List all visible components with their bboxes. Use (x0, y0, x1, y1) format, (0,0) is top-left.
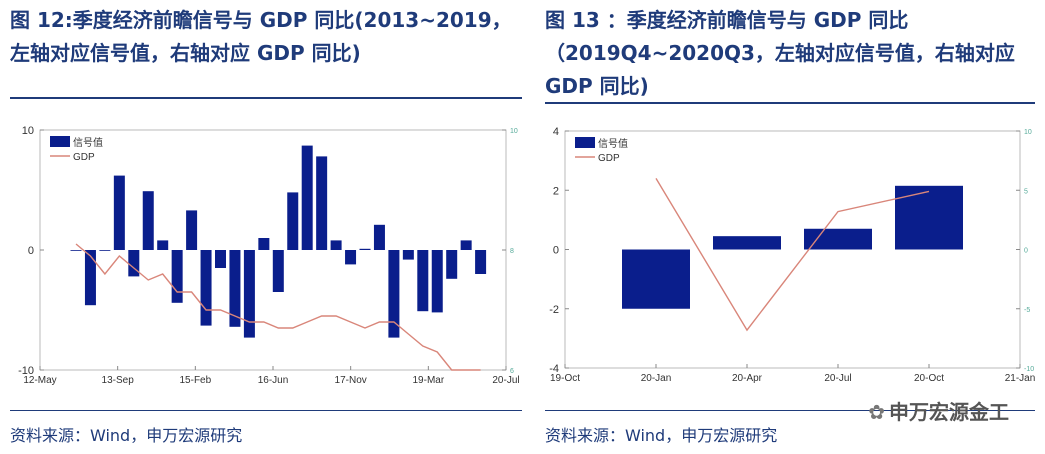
bar (113, 175, 125, 250)
bar (431, 250, 443, 313)
bar (142, 191, 154, 250)
bar (171, 250, 183, 303)
x-tick-label: 20-Oct (914, 373, 944, 384)
gdp-line (75, 243, 481, 371)
x-tick-label: 12-May (23, 375, 56, 386)
x-tick-label: 19-Mar (412, 375, 444, 386)
y-right-tick-label: 8 (510, 248, 514, 255)
bar (804, 228, 872, 250)
bar (417, 250, 429, 312)
y-left-tick-label: -10 (18, 365, 34, 377)
y-left-tick-label: 2 (553, 185, 559, 197)
y-left-tick-label: 0 (28, 245, 34, 257)
bar (316, 156, 328, 250)
bar (258, 238, 270, 250)
x-tick-label: 20-Apr (732, 373, 763, 384)
bar (70, 250, 82, 251)
y-right-tick-label: 10 (1024, 129, 1032, 136)
y-right-tick-label: -10 (1024, 366, 1034, 373)
watermark: ✿ 申万宏源金工 (868, 396, 1009, 425)
bar (157, 240, 169, 250)
bar (345, 250, 357, 265)
bar (200, 250, 212, 326)
left-source-rule (10, 410, 522, 411)
right-chart-title: 图 13 ：季度经济前瞻信号与 GDP 同比 （2019Q4~2020Q3，左轴… (545, 4, 1025, 103)
bar (373, 224, 385, 250)
y-left-tick-label: -4 (549, 363, 559, 375)
bar (460, 240, 472, 250)
bar (272, 250, 284, 292)
y-left-tick-label: 4 (553, 126, 559, 138)
y-right-tick-label: 0 (1024, 248, 1028, 255)
legend-label-gdp: GDP (73, 152, 95, 163)
legend-label-signal: 信号值 (598, 137, 628, 150)
left-chart-title: 图 12:季度经济前瞻信号与 GDP 同比(2013~2019， 左轴对应信号值… (10, 4, 520, 70)
x-tick-label: 20-Jan (641, 373, 672, 384)
left-chart: 10 0 -10 10 8 6 12-May 13-Sep 15-Feb 16-Jun 17-Nov… (18, 125, 520, 386)
left-title-line-1: 图 12:季度经济前瞻信号与 GDP 同比(2013~2019， (10, 8, 512, 32)
bar (895, 185, 963, 250)
bar (622, 249, 690, 309)
y-left-tick-label: -2 (549, 304, 559, 316)
bar (330, 240, 342, 250)
x-tick-label: 19-Oct (550, 373, 580, 384)
y-right-tick-label: 5 (1024, 188, 1028, 195)
y-right-tick-label: 6 (510, 368, 514, 375)
bar (301, 145, 313, 250)
right-title-line-2: （2019Q4~2020Q3，左轴对应信号值，右轴对应 (545, 41, 1015, 65)
watermark-text: 申万宏源金工 (889, 400, 1009, 424)
y-left-tick-label: 10 (22, 125, 34, 137)
bar (388, 250, 400, 338)
right-source-rule (545, 410, 1035, 411)
bar (359, 248, 371, 250)
right-chart: 4 2 0 -2 -4 10 5 0 -5 -10 19-Oct 20-Jan 20-Apr 20-Jul… (549, 126, 1035, 384)
bar (128, 250, 140, 277)
y-left-tick-label: 0 (553, 245, 559, 257)
bar (475, 250, 487, 274)
left-source-text: 资料来源：Wind，申万宏源研究 (10, 426, 243, 445)
x-tick-label: 13-Sep (102, 375, 135, 386)
bar (84, 250, 96, 306)
y-right-tick-label: -5 (1024, 307, 1030, 314)
legend-bar-swatch (50, 136, 70, 147)
right-title-line-1: 图 13 ：季度经济前瞻信号与 GDP 同比 (545, 8, 909, 32)
bar (446, 250, 458, 279)
x-tick-label: 20-Jul (824, 373, 851, 384)
wechat-icon: ✿ (868, 400, 885, 424)
legend-bar-swatch (575, 137, 595, 148)
x-tick-label: 16-Jun (258, 375, 289, 386)
y-right-tick-label: 10 (510, 128, 518, 135)
right-title-line-3: GDP 同比) (545, 74, 649, 98)
bar (229, 250, 241, 327)
gdp-line (655, 178, 930, 332)
x-tick-label: 17-Nov (335, 375, 367, 386)
left-title-rule (10, 97, 522, 99)
x-tick-label: 21-Jan (1005, 373, 1035, 384)
right-source-text: 资料来源：Wind，申万宏源研究 (545, 426, 778, 445)
legend-label-gdp: GDP (598, 153, 620, 164)
bar (287, 192, 299, 250)
right-title-rule (545, 102, 1035, 104)
bar (215, 250, 226, 268)
legend-label-signal: 信号值 (73, 136, 103, 149)
x-tick-label: 20-Jul (492, 375, 519, 386)
bar (402, 250, 414, 260)
bar (713, 236, 781, 250)
bar (99, 250, 111, 251)
x-tick-label: 15-Feb (179, 375, 211, 386)
bar (243, 250, 255, 338)
left-title-line-2: 左轴对应信号值，右轴对应 GDP 同比) (10, 41, 361, 65)
bar (186, 210, 198, 250)
